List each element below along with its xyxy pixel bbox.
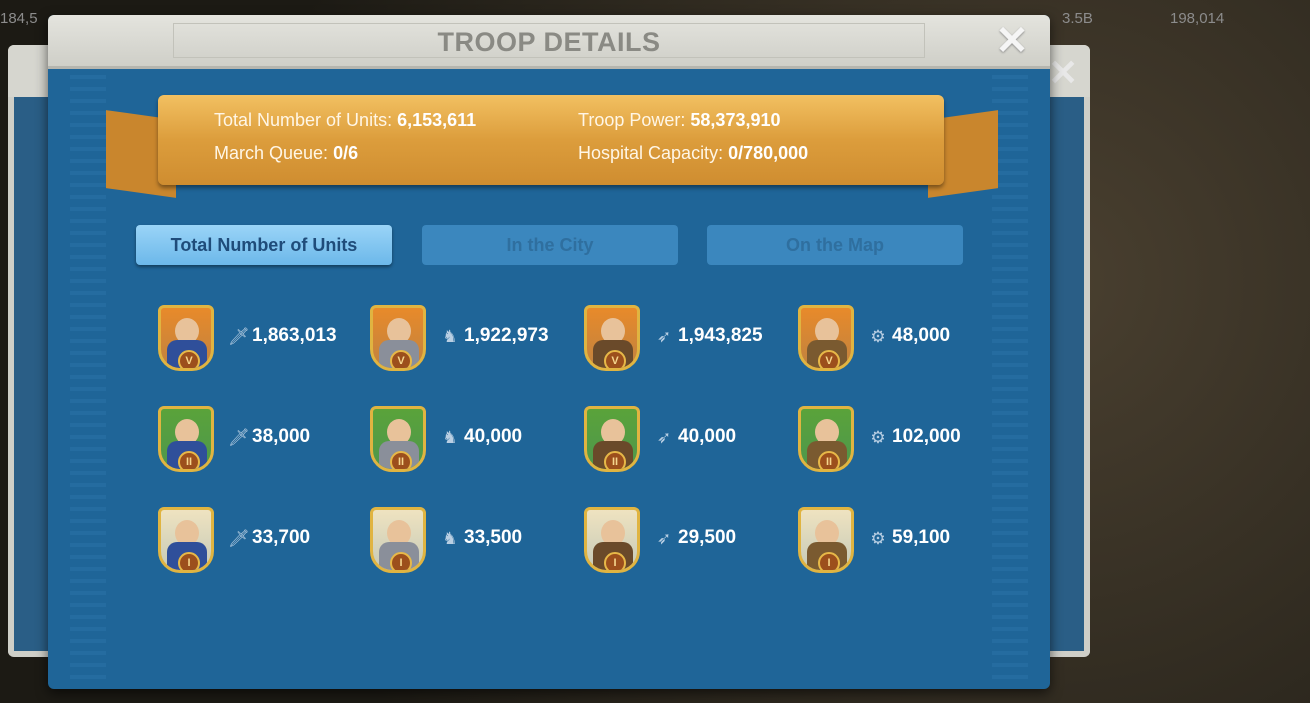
unit-infantry-tier-I[interactable]: I 🗡 33,700 (158, 507, 368, 573)
border-pattern (70, 69, 106, 679)
tier-badge: I (178, 552, 200, 570)
unit-count: 40,000 (464, 426, 523, 447)
unit-count: 59,100 (892, 527, 951, 548)
dialog-title: TROOP DETAILS (437, 27, 661, 57)
unit-count: 1,943,825 (678, 325, 763, 346)
archer-type-icon: ➶ (656, 529, 672, 548)
hospital-capacity-label: Hospital Capacity: (578, 143, 724, 163)
march-queue-label: March Queue: (214, 143, 329, 163)
tier-badge: II (818, 451, 840, 469)
unit-cavalry-tier-I[interactable]: I ♞ 33,500 (370, 507, 580, 573)
infantry-type-icon: 🗡 (228, 529, 250, 548)
siege-portrait-icon[interactable]: I (798, 507, 854, 573)
unit-cavalry-tier-V[interactable]: V ♞ 1,922,973 (370, 305, 580, 371)
infantry-portrait-icon[interactable]: I (158, 507, 214, 573)
hud-value: 184,5 (0, 10, 38, 27)
infantry-type-icon: 🗡 (228, 428, 250, 447)
archer-type-icon: ➶ (656, 327, 672, 346)
tier-badge: V (818, 350, 840, 368)
siege-portrait-icon[interactable]: II (798, 406, 854, 472)
unit-archer-tier-I[interactable]: I ➶ 29,500 (584, 507, 794, 573)
infantry-type-icon: 🗡 (228, 327, 250, 346)
siege-type-icon: ⚙ (870, 428, 886, 447)
infantry-portrait-icon[interactable]: II (158, 406, 214, 472)
siege-type-icon: ⚙ (870, 327, 886, 346)
tier-badge: II (390, 451, 412, 469)
hud-resource: 3.5B (1062, 10, 1093, 27)
unit-infantry-tier-V[interactable]: V 🗡 1,863,013 (158, 305, 368, 371)
unit-count: 48,000 (892, 325, 951, 346)
tab-in-the-city[interactable]: In the City (422, 225, 678, 265)
hospital-capacity-value: 0/780,000 (728, 143, 809, 163)
dialog-header: TROOP DETAILS ✕ (48, 15, 1050, 69)
unit-siege-tier-II[interactable]: II ⚙ 102,000 (798, 406, 1008, 472)
unit-cavalry-tier-II[interactable]: II ♞ 40,000 (370, 406, 580, 472)
summary-ribbon: Total Number of Units: 6,153,611 Troop P… (158, 95, 944, 185)
archer-portrait-icon[interactable]: V (584, 305, 640, 371)
archer-portrait-icon[interactable]: I (584, 507, 640, 573)
tier-badge: V (178, 350, 200, 368)
archer-type-icon: ➶ (656, 428, 672, 447)
unit-count: 1,863,013 (252, 325, 337, 346)
tier-badge: I (604, 552, 626, 570)
tier-badge: I (390, 552, 412, 570)
siege-type-icon: ⚙ (870, 529, 886, 548)
unit-count: 40,000 (678, 426, 737, 447)
total-units-label: Total Number of Units: (214, 110, 393, 130)
tier-badge: I (818, 552, 840, 570)
total-units-value: 6,153,611 (397, 110, 477, 130)
tier-badge: II (604, 451, 626, 469)
close-button[interactable]: ✕ (995, 19, 1029, 63)
troop-details-dialog: TROOP DETAILS ✕ Total Number of Units: 6… (48, 15, 1050, 689)
cavalry-portrait-icon[interactable]: II (370, 406, 426, 472)
unit-count: 33,500 (464, 527, 523, 548)
hud-gems: 198,014 (1170, 10, 1225, 27)
troop-power-label: Troop Power: (578, 110, 686, 130)
unit-infantry-tier-II[interactable]: II 🗡 38,000 (158, 406, 368, 472)
cavalry-portrait-icon[interactable]: V (370, 305, 426, 371)
march-queue-value: 0/6 (333, 143, 359, 163)
infantry-portrait-icon[interactable]: V (158, 305, 214, 371)
tier-badge: V (604, 350, 626, 368)
unit-archer-tier-II[interactable]: II ➶ 40,000 (584, 406, 794, 472)
unit-count: 33,700 (252, 527, 311, 548)
unit-count: 29,500 (678, 527, 737, 548)
archer-portrait-icon[interactable]: II (584, 406, 640, 472)
tab-total-units[interactable]: Total Number of Units (136, 225, 392, 265)
troop-power-value: 58,373,910 (690, 110, 781, 130)
unit-siege-tier-V[interactable]: V ⚙ 48,000 (798, 305, 1008, 371)
cavalry-type-icon: ♞ (442, 529, 458, 548)
tier-badge: II (178, 451, 200, 469)
cavalry-portrait-icon[interactable]: I (370, 507, 426, 573)
unit-count: 102,000 (892, 426, 961, 447)
siege-portrait-icon[interactable]: V (798, 305, 854, 371)
border-pattern (992, 69, 1028, 679)
unit-siege-tier-I[interactable]: I ⚙ 59,100 (798, 507, 1008, 573)
unit-count: 38,000 (252, 426, 311, 447)
tab-on-the-map[interactable]: On the Map (707, 225, 963, 265)
tier-badge: V (390, 350, 412, 368)
cavalry-type-icon: ♞ (442, 327, 458, 346)
background-close-icon[interactable]: ✕ (1048, 52, 1079, 93)
unit-count: 1,922,973 (464, 325, 549, 346)
cavalry-type-icon: ♞ (442, 428, 458, 447)
unit-archer-tier-V[interactable]: V ➶ 1,943,825 (584, 305, 794, 371)
